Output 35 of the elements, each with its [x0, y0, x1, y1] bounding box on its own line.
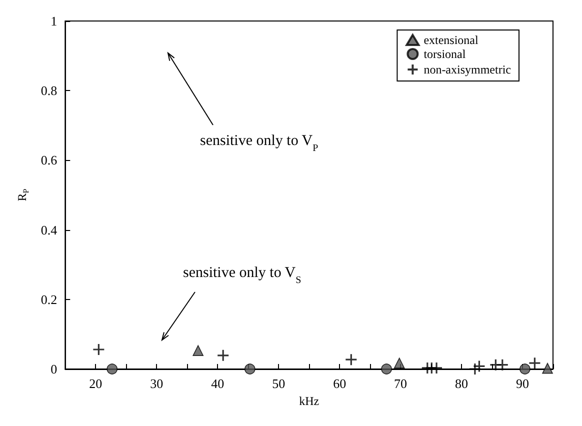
legend-label: torsional [424, 47, 466, 61]
point [244, 364, 256, 374]
x-tick-label: 80 [455, 376, 468, 391]
x-tick-label: 30 [150, 376, 164, 391]
point [92, 343, 105, 356]
point [216, 349, 230, 362]
point [496, 358, 509, 372]
y-tick-label: 0.4 [40, 222, 58, 238]
point [472, 360, 486, 373]
x-tick-label: 60 [333, 376, 346, 391]
y-axis-title: RP [15, 188, 30, 202]
annotation: sensitive only to V$_{S}$ [183, 265, 302, 286]
y-tick-label: 0 [50, 362, 58, 376]
x-tick-label: 70 [394, 376, 408, 391]
legend-label: extensional [424, 33, 480, 47]
point [542, 362, 553, 374]
point [381, 364, 392, 374]
point [468, 362, 482, 376]
point [192, 345, 204, 356]
annotation: sensitive only to V$_{P}$ [200, 133, 319, 154]
point [106, 364, 118, 374]
point [344, 353, 358, 366]
point [528, 356, 542, 370]
x-axis-title: kHz [299, 394, 320, 408]
y-tick-label: 0.8 [40, 83, 58, 98]
x-tick-label: 90 [516, 376, 530, 391]
legend-label: non-axisymmetric [424, 62, 511, 76]
y-tick-label: 1 [50, 14, 58, 28]
y-tick-label: 0.2 [40, 292, 58, 307]
x-tick-label: 40 [211, 376, 224, 391]
point [520, 364, 530, 374]
y-tick-label: 0.6 [40, 152, 58, 168]
point [394, 358, 405, 368]
x-tick-label: 50 [272, 376, 286, 391]
x-tick-label: 20 [89, 376, 102, 391]
